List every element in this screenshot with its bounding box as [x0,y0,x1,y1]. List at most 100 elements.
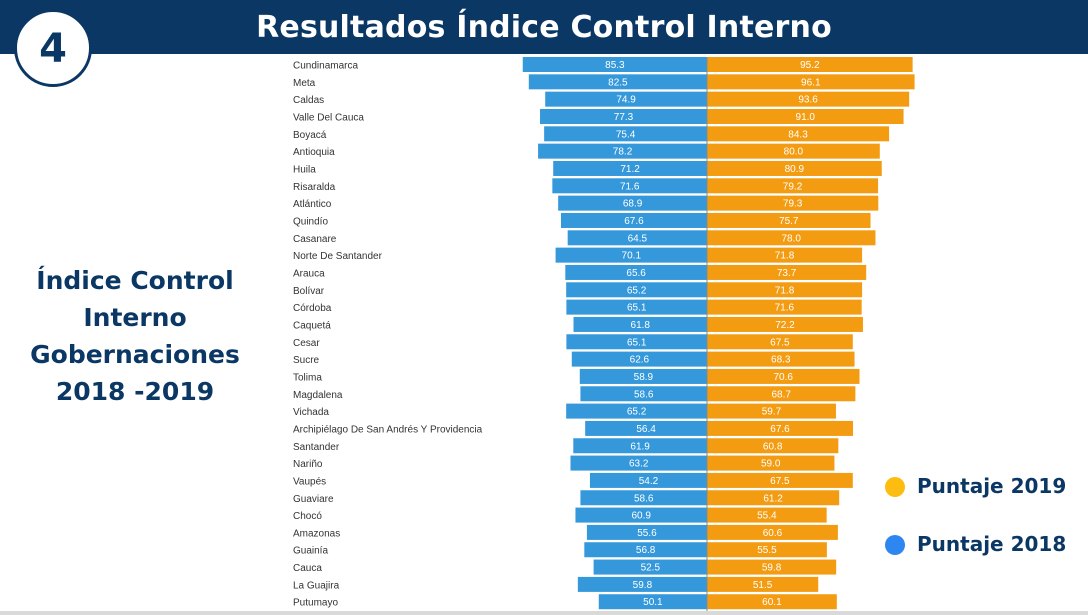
value-label-2018: 58.9 [634,372,654,383]
bar-2018 [573,316,707,332]
value-label-2019: 55.4 [757,511,777,522]
category-label: Vaupés [293,476,326,487]
value-label-2018: 58.6 [634,493,654,504]
bar-2018 [570,455,707,471]
value-label-2019: 75.7 [779,216,799,227]
bar-2018 [567,230,707,246]
bar-2019 [707,143,880,159]
bar-2019 [707,403,836,419]
value-label-2018: 77.3 [614,112,634,123]
value-label-2019: 68.3 [771,355,791,366]
bar-2018 [560,212,707,228]
value-label-2019: 59.8 [762,563,782,574]
bar-2019 [707,576,819,592]
value-label-2018: 75.4 [616,129,636,140]
bar-2019 [707,230,876,246]
category-label: Nariño [293,459,323,470]
category-label: Cundinamarca [293,61,358,72]
section-number-badge: 4 [14,9,92,87]
bar-2019 [707,247,863,263]
bar-2019 [707,559,837,575]
value-label-2018: 67.6 [624,216,644,227]
bar-2019 [707,594,837,610]
bar-2018 [552,178,707,194]
value-label-2019: 84.3 [788,129,808,140]
page-title: Resultados Índice Control Interno [256,10,832,45]
bar-2018 [522,57,707,72]
bar-2019 [707,195,879,211]
value-label-2018: 71.2 [620,164,640,175]
category-label: Guainía [293,546,328,557]
category-label: Arauca [293,268,325,279]
category-label: Meta [293,78,316,89]
value-label-2019: 51.5 [753,580,773,591]
bar-2018 [580,490,707,506]
bar-2019 [707,108,904,124]
header-banner [0,0,1088,54]
bar-2018 [575,507,707,523]
bar-2019 [707,282,863,298]
value-label-2018: 82.5 [608,77,628,88]
value-label-2018: 59.8 [633,580,653,591]
legend-item-2019: Puntaje 2019 [885,474,1085,498]
bar-2018 [580,386,707,402]
value-label-2018: 65.2 [627,285,647,296]
side-title: Índice Control Interno Gobernaciones 201… [0,262,270,410]
value-label-2018: 65.6 [626,268,646,279]
bar-2018 [545,91,707,107]
bar-2019 [707,334,853,350]
bar-2019 [707,299,862,315]
bar-2019 [707,264,867,280]
bar-2018 [589,472,707,488]
category-label: Antioquia [293,147,335,158]
value-label-2018: 61.9 [630,441,650,452]
category-label: Magdalena [293,390,343,401]
category-label: Guaviare [293,494,334,505]
category-label: Caquetá [293,320,331,331]
bar-2019 [707,507,827,523]
bar-2019 [707,524,838,540]
value-label-2019: 71.8 [775,285,795,296]
bar-2019 [707,74,915,90]
bar-2018 [586,524,707,540]
category-label: Bolívar [293,286,325,297]
legend-item-2018: Puntaje 2018 [885,532,1085,556]
category-label: La Guajira [293,580,340,591]
value-label-2019: 67.6 [770,424,790,435]
value-label-2018: 64.5 [628,233,648,244]
bar-2019 [707,178,879,194]
bar-2018 [565,264,707,280]
category-label: Santander [293,442,340,453]
value-label-2019: 79.2 [783,181,803,192]
bar-2018 [598,594,707,610]
value-label-2018: 52.5 [641,563,661,574]
category-label: Amazonas [293,528,340,539]
bar-2018 [555,247,707,263]
side-title-line: Índice Control [36,266,234,295]
category-label: Boyacá [293,130,327,141]
value-label-2019: 72.2 [775,320,795,331]
bar-2018 [540,108,707,124]
bar-2019 [707,91,910,107]
value-label-2019: 80.0 [784,147,804,158]
bar-2019 [707,368,860,384]
value-label-2018: 62.6 [630,355,650,366]
bar-2018 [577,576,707,592]
value-label-2018: 50.1 [643,597,663,608]
bar-2019 [707,160,882,176]
value-label-2018: 74.9 [616,95,636,106]
value-label-2019: 91.0 [796,112,816,123]
value-label-2018: 78.2 [613,147,633,158]
bar-2019 [707,126,890,142]
value-label-2019: 73.7 [777,268,797,279]
category-label: Risaralda [293,182,336,193]
value-label-2018: 55.6 [637,528,657,539]
bar-2018 [538,143,707,159]
bar-2018 [573,438,707,454]
value-label-2018: 58.6 [634,389,654,400]
legend-label-2018: Puntaje 2018 [917,532,1067,556]
category-label: Huila [293,164,316,175]
value-label-2019: 96.1 [801,77,821,88]
value-label-2018: 70.1 [622,251,642,262]
category-label: Putumayo [293,598,338,609]
